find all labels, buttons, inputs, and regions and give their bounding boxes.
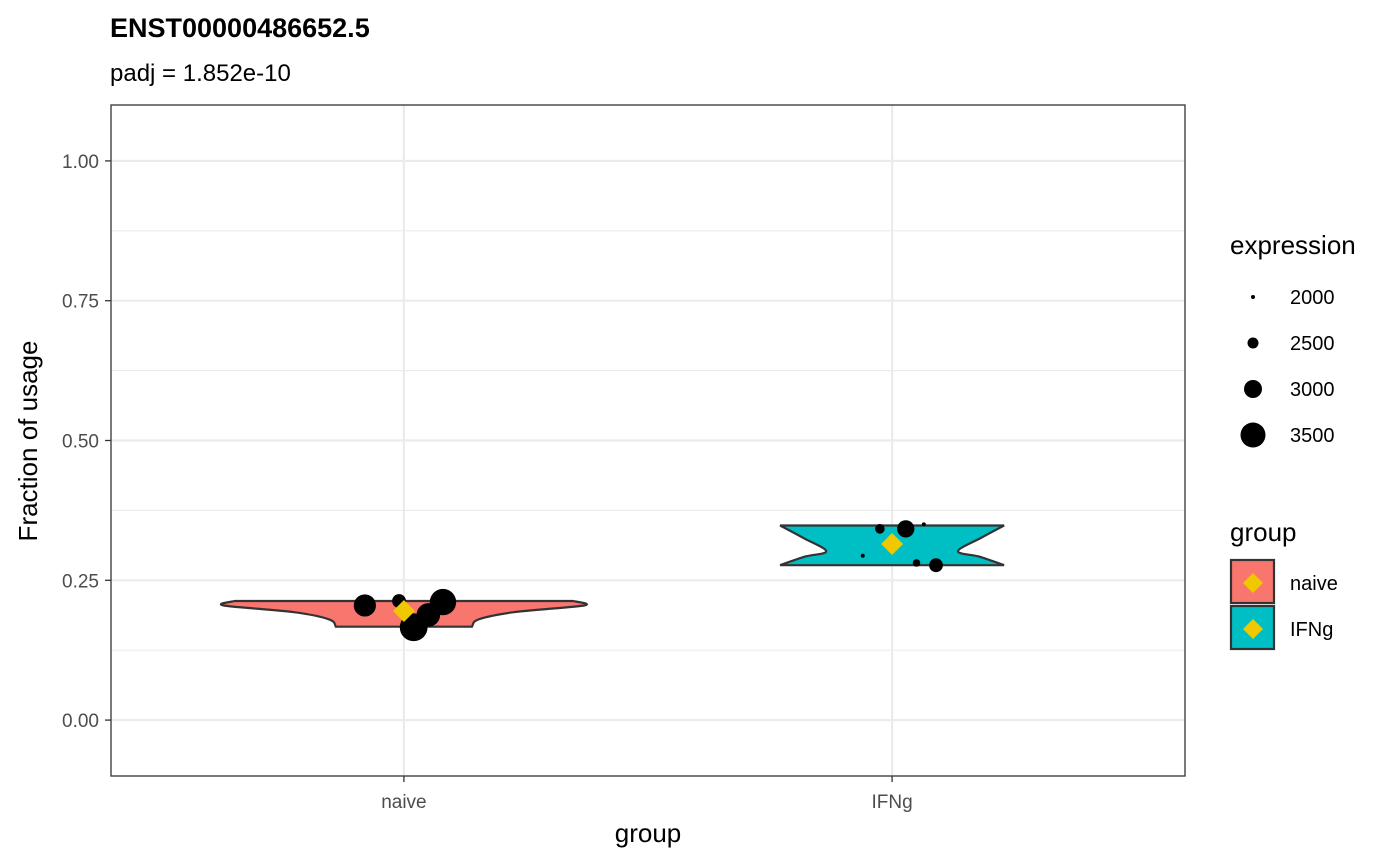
chart-title: ENST00000486652.5 (110, 13, 370, 43)
legend-expression-key (1251, 295, 1255, 299)
legend-expression-label: 3000 (1290, 379, 1335, 401)
mean-marker (881, 532, 904, 555)
legend-group-label: IFNg (1290, 619, 1333, 641)
y-tick-label: 0.75 (62, 292, 99, 313)
legend-expression: expression 2000 2500 3000 3500 (1230, 230, 1356, 448)
legend-expression-key (1240, 422, 1266, 448)
legend-group-title: group (1230, 517, 1297, 547)
legend-expression-key (1244, 380, 1262, 398)
data-point (875, 524, 885, 534)
data-point (929, 558, 943, 573)
legend-expression-label: 2000 (1290, 287, 1335, 309)
legend-expression-key (1247, 337, 1259, 349)
mean-markers (392, 532, 904, 623)
y-axis: 0.00 0.25 0.50 0.75 1.00 (62, 152, 111, 732)
legend-expression-label: 3500 (1290, 425, 1335, 447)
y-tick-label: 1.00 (62, 152, 99, 173)
legend-group-diamond (1243, 573, 1263, 593)
legend-group: group naive IFNg (1229, 517, 1338, 651)
legend-expression-title: expression (1230, 230, 1356, 260)
data-point (897, 520, 915, 538)
data-point (429, 588, 457, 616)
data-point (399, 613, 428, 642)
x-axis: naive IFNg (381, 776, 913, 813)
x-tick-label: IFNg (871, 792, 912, 813)
x-tick-label: naive (381, 792, 426, 813)
data-point (921, 522, 926, 527)
x-axis-title: group (615, 818, 682, 848)
y-axis-title: Fraction of usage (13, 341, 43, 542)
legend-expression-label: 2500 (1290, 333, 1335, 355)
legend-group-label: naive (1290, 573, 1338, 595)
data-point (353, 594, 376, 617)
y-tick-label: 0.25 (62, 571, 99, 592)
y-tick-label: 0.50 (62, 432, 99, 453)
y-tick-label: 0.00 (62, 711, 99, 732)
grid-lines (111, 105, 1185, 776)
mean-marker (392, 600, 415, 623)
legend-group-diamond (1243, 619, 1263, 639)
chart-subtitle: padj = 1.852e-10 (110, 60, 291, 87)
data-point (912, 559, 921, 567)
data-point (860, 553, 865, 558)
